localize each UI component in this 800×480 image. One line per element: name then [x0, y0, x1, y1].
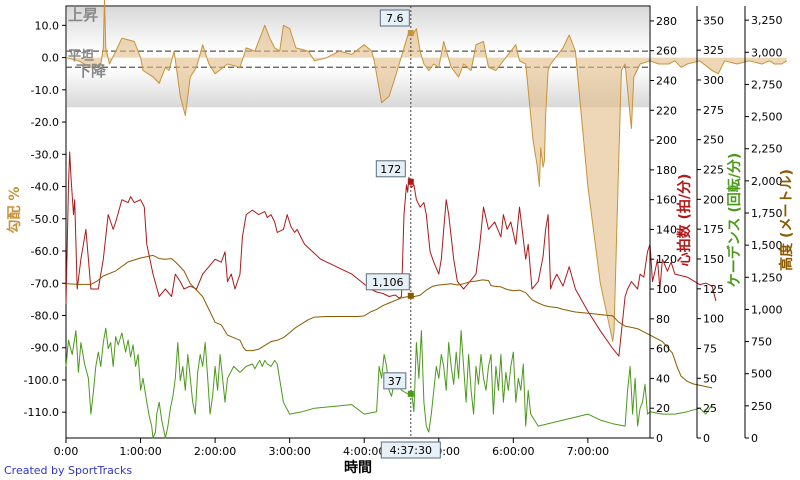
elev-tick-label: 250: [751, 400, 772, 413]
elev-tick-label: 1,000: [751, 303, 783, 316]
grade-tick-label: -90.0: [31, 342, 59, 355]
grade-tick-label: -80.0: [31, 309, 59, 322]
elev-tick-label: 2,250: [751, 143, 783, 156]
elev-tick-label: 3,000: [751, 46, 783, 59]
cursor-hr-label-box: [375, 160, 406, 178]
cad-tick-label: 325: [703, 44, 724, 57]
cursor-grade-label-box: [379, 9, 410, 27]
grade-tick-label: -40.0: [31, 181, 59, 194]
elev-tick-label: 2,500: [751, 111, 783, 124]
elev-tick-label: 2,750: [751, 78, 783, 91]
hr-tick-label: 200: [656, 134, 677, 147]
grade-tick-label: -70.0: [31, 277, 59, 290]
grade-up-region: [67, 7, 649, 52]
hr-tick-label: 40: [656, 372, 670, 385]
hr-tick-label: 180: [656, 164, 677, 177]
grade-tick-label: -50.0: [31, 213, 59, 226]
cad-tick-label: 25: [703, 402, 717, 415]
series-line-grade: [65, 0, 787, 342]
grade-tick-label: -110.0: [24, 406, 59, 419]
cursor-hr-label: 172: [380, 163, 401, 176]
grade-tick-label: 10.0: [35, 19, 60, 32]
hr-tick-label: 120: [656, 253, 677, 266]
grade-area: [66, 0, 787, 342]
cad-tick-label: 250: [703, 134, 724, 147]
cursor-elev-marker: [407, 292, 414, 299]
hr-tick-label: 240: [656, 74, 677, 87]
cad-tick-label: 0: [703, 432, 710, 445]
cursor-elev-label-box: [365, 273, 410, 291]
grade-down-region: [67, 67, 649, 108]
elev-axis-title: 高度 (メートル): [778, 169, 795, 271]
grade-tick-label: 0.0: [42, 52, 60, 65]
elev-tick-label: 1,250: [751, 271, 783, 284]
hr-tick-label: 260: [656, 45, 677, 58]
elev-tick-label: 1,750: [751, 207, 783, 220]
cursor-hr-marker: [407, 178, 414, 185]
x-tick-label: 2:00:00: [194, 445, 236, 458]
cursor-grade-marker: [407, 30, 414, 37]
cad-tick-label: 200: [703, 193, 724, 206]
x-tick-label: 4:00:00: [343, 445, 385, 458]
elev-tick-label: 750: [751, 336, 772, 349]
cad-tick-label: 50: [703, 372, 717, 385]
cad-tick-label: 225: [703, 163, 724, 176]
x-tick-label: 0:00: [54, 445, 79, 458]
cursor-time-label: 4:37:30: [390, 444, 432, 457]
cursor-elev-label: 1,106: [372, 276, 404, 289]
cad-tick-label: 150: [703, 253, 724, 266]
cursor-time-box: [380, 441, 441, 459]
hr-tick-label: 60: [656, 343, 670, 356]
sporttracks-credit-link[interactable]: Created by SportTracks: [4, 464, 133, 477]
elev-tick-label: 0: [751, 432, 758, 445]
cursor-grade-label: 7.6: [386, 12, 404, 25]
cursor-cad-label: 37: [388, 375, 402, 388]
cad-tick-label: 350: [703, 14, 724, 27]
hr-tick-label: 20: [656, 402, 670, 415]
elev-tick-label: 500: [751, 368, 772, 381]
hr-tick-label: 280: [656, 15, 677, 28]
elev-tick-label: 3,250: [751, 14, 783, 27]
elev-tick-label: 2,000: [751, 175, 783, 188]
grade-region-up: 上昇: [68, 6, 98, 24]
grade-region-flat: 平坦: [68, 49, 94, 64]
cad-axis-title: ケーデンス (回転/分): [726, 153, 743, 288]
grade-tick-label: -60.0: [31, 245, 59, 258]
x-axis-title: 時間: [344, 459, 372, 476]
elev-tick-label: 1,500: [751, 239, 783, 252]
series-line-cad: [65, 327, 713, 439]
hr-tick-label: 0: [656, 432, 663, 445]
cad-tick-label: 175: [703, 223, 724, 236]
hr-tick-label: 80: [656, 313, 670, 326]
cursor-layer: 7.6 172 1,106 37 4:37:30: [365, 6, 441, 459]
grade-region-down: 下降: [76, 62, 107, 80]
x-tick-label: 6:00:00: [492, 445, 534, 458]
cursor-cad-label-box: [383, 372, 407, 390]
hr-tick-label: 160: [656, 194, 677, 207]
axes-layer: 10.0 0.0 -10.0 -20.0 -30.0 -40.0 -50.0 -60.0 -70…: [24, 6, 783, 458]
cursor-cad-marker: [407, 390, 414, 397]
x-tick-label: 3:00:00: [268, 445, 310, 458]
x-tick-label: 7:00:00: [567, 445, 609, 458]
grade-tick-label: -30.0: [31, 148, 59, 161]
cad-tick-label: 75: [703, 342, 717, 355]
grade-flat-band: [66, 7, 650, 108]
hr-axis-title: 心拍数 (拍/分): [676, 174, 693, 267]
cad-tick-label: 300: [703, 74, 724, 87]
grade-tick-label: -20.0: [31, 116, 59, 129]
grade-axis-title: 勾配 %: [6, 187, 23, 234]
hr-tick-label: 140: [656, 223, 677, 236]
series-line-elev: [65, 254, 713, 389]
hr-tick-label: 100: [656, 283, 677, 296]
cad-tick-label: 275: [703, 104, 724, 117]
hr-tick-label: 220: [656, 104, 677, 117]
cad-tick-label: 100: [703, 313, 724, 326]
cad-tick-label: 125: [703, 283, 724, 296]
x-tick-label: 1:00:00: [119, 445, 161, 458]
grade-tick-label: -10.0: [31, 84, 59, 97]
grade-tick-label: -100.0: [24, 374, 59, 387]
